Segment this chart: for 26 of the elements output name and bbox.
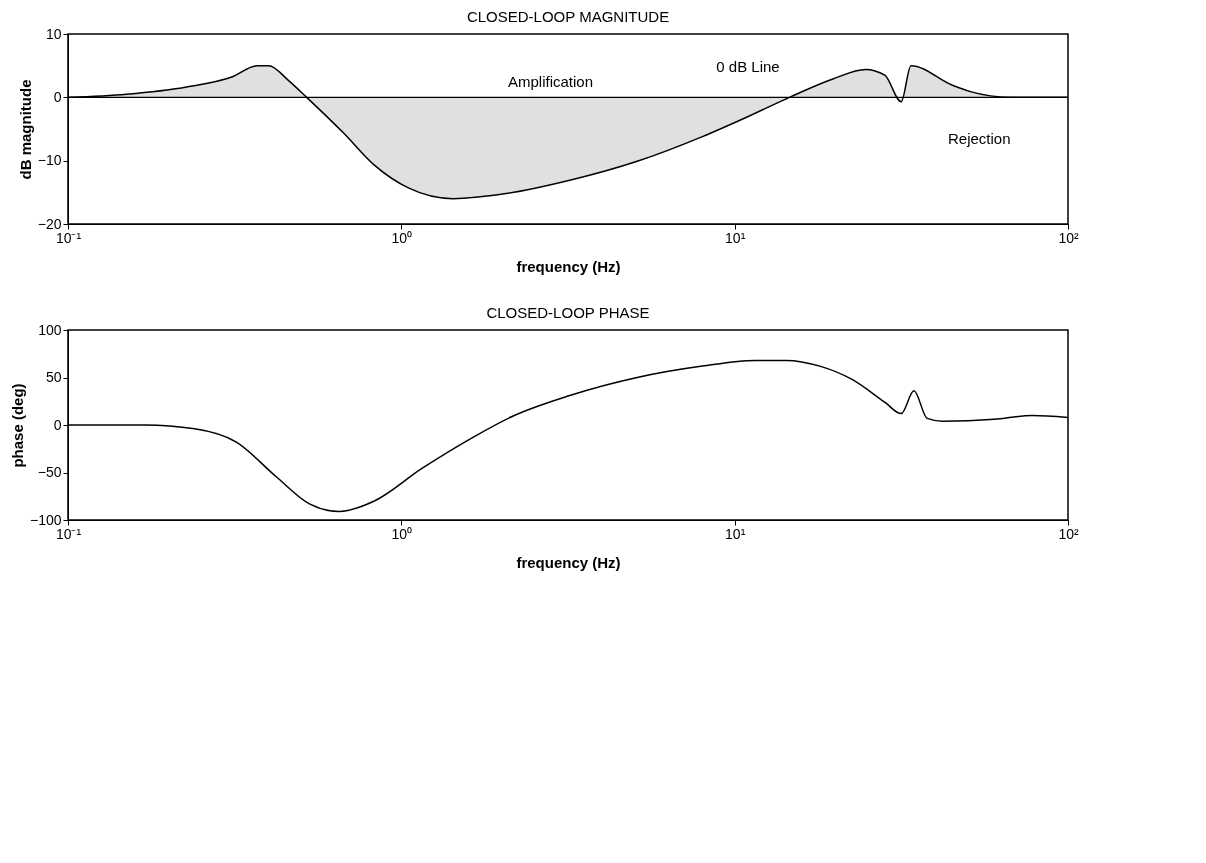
x-tick-label: 10⁻¹	[55, 525, 82, 542]
y-axis-title: dB magnitude	[16, 79, 34, 180]
annotation: Rejection	[948, 129, 1011, 147]
y-tick-label: −20	[37, 215, 62, 232]
x-tick-label: 10²	[1058, 229, 1079, 246]
x-tick-label: 10¹	[725, 525, 746, 542]
y-tick-label: 10	[45, 25, 62, 42]
y-tick-label: 100	[38, 321, 62, 338]
x-tick-label: 10⁰	[391, 229, 413, 246]
ref-line-label: 0 dB Line	[716, 58, 780, 76]
y-tick-label: −10	[37, 152, 62, 169]
y-tick-label: 50	[45, 369, 62, 385]
x-tick-label: 10⁻¹	[55, 229, 82, 246]
y-tick-label: −100	[29, 511, 62, 528]
x-tick-label: 10¹	[725, 229, 746, 246]
y-tick-label: 0	[53, 416, 62, 433]
y-axis-title: phase (deg)	[8, 383, 26, 468]
y-tick-label: −50	[37, 464, 62, 480]
x-axis-title: frequency (Hz)	[516, 257, 621, 275]
chart-title: CLOSED-LOOP MAGNITUDE	[466, 8, 670, 25]
x-axis-title: frequency (Hz)	[516, 553, 621, 571]
chart-title: CLOSED-LOOP PHASE	[486, 304, 650, 321]
annotation: Amplification	[508, 72, 594, 90]
x-tick-label: 10⁰	[391, 525, 413, 542]
x-tick-label: 10²	[1058, 525, 1079, 542]
y-tick-label: 0	[53, 88, 62, 105]
